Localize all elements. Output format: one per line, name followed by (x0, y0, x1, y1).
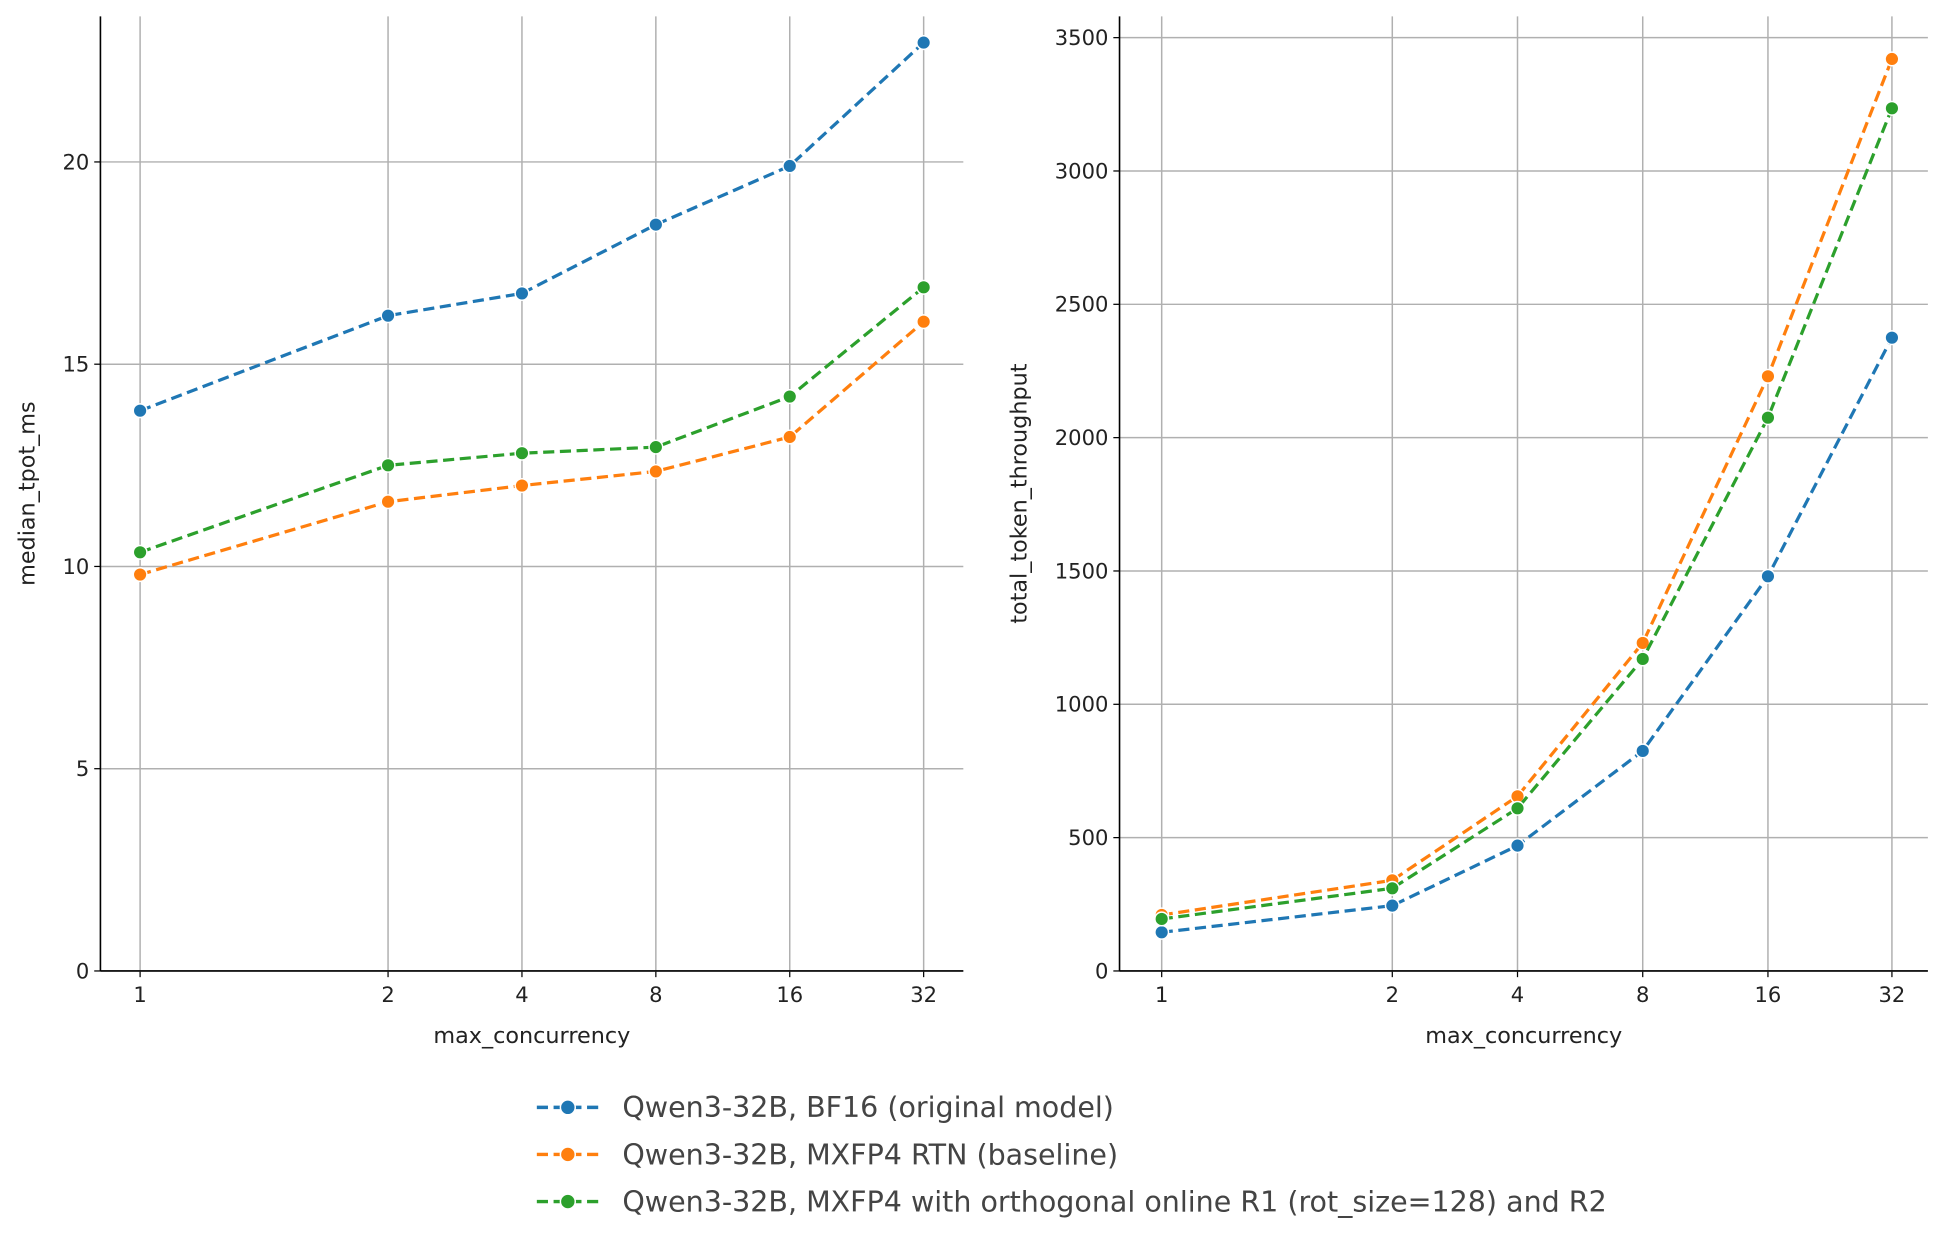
x-tick-label: 1 (1155, 982, 1168, 1007)
data-point-2 (380, 457, 396, 473)
x-tick-label: 16 (776, 982, 803, 1007)
y-tick-label: 1500 (1055, 558, 1109, 583)
y-tick-label: 15 (62, 352, 89, 377)
y-tick-label: 5 (76, 756, 89, 781)
x-axis-label: max_concurrency (433, 1023, 630, 1049)
y-tick-label: 0 (76, 958, 89, 983)
right-chart-total-throughput: 1 2 4 8 16 32 0 500 1000 1500 2000 2500 3000 3500 max_… (1007, 16, 1928, 1049)
x-axis-label: max_concurrency (1425, 1023, 1622, 1049)
data-point-2 (1384, 880, 1400, 896)
y-tick-label: 2000 (1055, 425, 1109, 450)
series-line-1 (139, 320, 925, 577)
y-axis-label: total_token_throughput (1007, 363, 1033, 624)
data-point-0 (1509, 838, 1526, 854)
x-tick-label: 1 (133, 982, 146, 1007)
series-line-2 (1161, 107, 1894, 921)
legend: Qwen3-32B, BF16 (original model) Qwen3-32… (536, 1091, 1607, 1218)
y-tick-label: 1000 (1055, 692, 1109, 717)
y-tick-label: 0 (1095, 958, 1108, 983)
data-point-2 (1884, 100, 1900, 116)
series-line-2 (139, 286, 925, 554)
data-point-2 (1635, 651, 1651, 667)
data-point-2 (1154, 911, 1170, 927)
y-tick-label: 3500 (1055, 25, 1109, 50)
x-tick-label: 8 (1636, 982, 1649, 1007)
data-point-0 (782, 158, 798, 174)
data-point-1 (1884, 51, 1900, 67)
x-tick-label: 32 (1879, 982, 1906, 1007)
data-point-0 (380, 308, 396, 324)
series-line-1 (1161, 58, 1894, 917)
data-point-1 (132, 566, 148, 583)
data-point-2 (782, 388, 798, 405)
data-point-0 (1635, 743, 1651, 759)
data-point-0 (1384, 898, 1400, 914)
data-point-0 (132, 403, 148, 419)
legend-marker (559, 1146, 577, 1163)
x-tick-label: 2 (1386, 982, 1399, 1007)
y-tick-label: 2500 (1055, 292, 1109, 317)
data-point-2 (1760, 410, 1776, 426)
left-chart-median-tpot: 1 2 4 8 16 32 0 5 10 15 20 max_concurrency median_tp… (15, 16, 964, 1049)
data-point-1 (782, 429, 798, 445)
legend-marker (559, 1193, 577, 1210)
x-tick-label: 2 (381, 982, 394, 1007)
x-tick-label: 4 (1511, 982, 1524, 1007)
y-tick-label: 500 (1068, 825, 1108, 850)
legend-label: Qwen3-32B, BF16 (original model) (622, 1091, 1114, 1124)
data-point-0 (1884, 330, 1900, 346)
series-line-0 (1161, 336, 1894, 934)
data-point-2 (916, 279, 932, 295)
data-point-1 (1760, 368, 1776, 384)
x-tick-label: 8 (649, 982, 662, 1007)
x-tick-label: 16 (1755, 982, 1782, 1007)
data-point-2 (648, 439, 664, 455)
data-point-2 (132, 544, 148, 560)
data-point-1 (916, 314, 932, 330)
data-point-1 (514, 477, 530, 494)
x-tick-label: 4 (515, 982, 528, 1007)
legend-label: Qwen3-32B, MXFP4 with orthogonal online … (622, 1185, 1606, 1218)
y-tick-label: 20 (62, 149, 89, 174)
data-point-0 (514, 285, 530, 301)
y-axis-label: median_tpot_ms (15, 401, 41, 586)
data-point-1 (380, 494, 396, 510)
data-point-0 (1154, 924, 1170, 940)
y-tick-label: 10 (62, 554, 89, 579)
y-tick-label: 3000 (1055, 158, 1109, 183)
data-point-1 (648, 463, 664, 479)
data-point-0 (648, 217, 664, 233)
series-line-0 (139, 41, 925, 413)
legend-label: Qwen3-32B, MXFP4 RTN (baseline) (622, 1138, 1118, 1171)
data-point-2 (514, 445, 530, 461)
data-point-0 (916, 35, 932, 51)
x-tick-label: 32 (910, 982, 937, 1007)
data-point-2 (1509, 800, 1526, 816)
legend-marker (559, 1099, 577, 1116)
data-point-0 (1760, 568, 1776, 584)
